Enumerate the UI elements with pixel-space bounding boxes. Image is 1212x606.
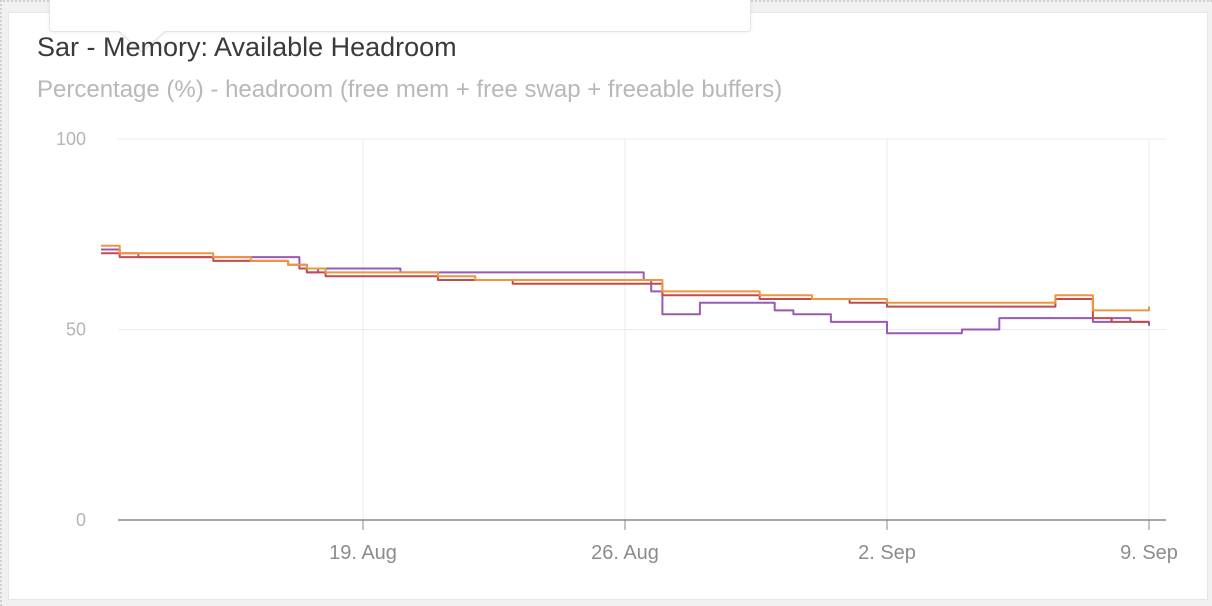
x-tick-label: 26. Aug: [591, 542, 659, 564]
chart-title: Sar - Memory: Available Headroom: [37, 32, 457, 62]
x-tick-label: 9. Sep: [1120, 542, 1178, 564]
hover-tooltip: [49, 0, 751, 32]
x-tick-label: 2. Sep: [858, 542, 916, 564]
tooltip-pointer-fill: [118, 30, 166, 51]
y-tick-label: 100: [56, 129, 86, 149]
dashboard-grid-edge-left: [0, 0, 6, 606]
chart-subtitle: Percentage (%) - headroom (free mem + fr…: [37, 76, 783, 103]
series-line-3[interactable]: [101, 244, 1150, 312]
y-tick-label: 0: [76, 510, 86, 530]
y-tick-label: 50: [66, 320, 86, 340]
x-tick-label: 19. Aug: [329, 542, 397, 564]
axis-layer: [118, 519, 1166, 530]
grid-layer: [118, 138, 1166, 520]
tick-labels: 0 50 100 19. Aug 26. Aug 2. Sep 9. Sep: [56, 129, 1178, 564]
series-layer: [101, 244, 1150, 335]
